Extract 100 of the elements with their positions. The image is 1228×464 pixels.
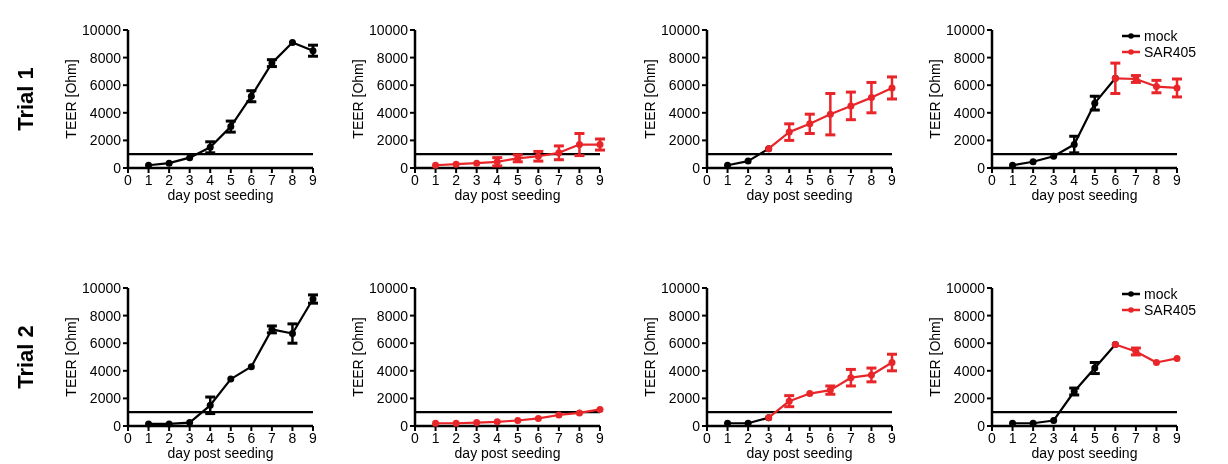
y-axis-title: TEER [Ohm] (642, 59, 658, 139)
y-axis-title: TEER [Ohm] (63, 317, 79, 397)
x-tick-label: 1 (723, 172, 732, 188)
y-axis-title: TEER [Ohm] (927, 59, 943, 139)
y-tick-label: 8000 (953, 49, 986, 66)
x-axis-title: day post seeding (167, 445, 274, 461)
y-tick-label: 6000 (89, 77, 122, 94)
x-tick-label: 9 (309, 430, 318, 446)
x-axis-title: day post seeding (1031, 445, 1138, 461)
y-tick-label: 0 (977, 159, 986, 176)
y-tick-label: 4000 (668, 362, 701, 379)
x-axis-title: day post seeding (167, 187, 274, 203)
x-tick-label: 6 (247, 430, 256, 446)
x-axis-title: day post seeding (454, 445, 561, 461)
y-axis-title: TEER [Ohm] (63, 59, 79, 139)
x-tick-label: 5 (513, 430, 522, 446)
y-tick-label: 8000 (89, 307, 122, 324)
x-tick-label: 9 (596, 172, 605, 188)
x-tick-label: 7 (846, 172, 855, 188)
x-tick-label: 7 (267, 430, 276, 446)
y-tick-label: 6000 (376, 335, 409, 352)
y-axis-title: TEER [Ohm] (927, 317, 943, 397)
x-tick-label: 3 (472, 172, 481, 188)
y-tick-label: 6000 (953, 77, 986, 94)
x-tick-label: 6 (534, 172, 543, 188)
x-tick-label: 4 (785, 172, 794, 188)
x-tick-label: 0 (411, 172, 420, 188)
x-tick-label: 7 (554, 172, 563, 188)
x-tick-label: 6 (534, 430, 543, 446)
y-tick-label: 0 (113, 417, 122, 434)
y-tick-label: 6000 (376, 77, 409, 94)
x-tick-label: 3 (185, 172, 194, 188)
x-tick-label: 6 (1111, 430, 1120, 446)
y-tick-label: 2000 (668, 132, 701, 149)
y-axis-title: TEER [Ohm] (350, 317, 366, 397)
y-tick-label: 10000 (82, 279, 122, 296)
y-tick-label: 10000 (661, 279, 701, 296)
y-tick-label: 10000 (946, 21, 986, 38)
y-tick-label: 4000 (89, 104, 122, 121)
x-tick-label: 1 (431, 430, 440, 446)
y-tick-label: 0 (977, 417, 986, 434)
y-axis-title: TEER [Ohm] (642, 317, 658, 397)
x-tick-label: 6 (826, 430, 835, 446)
y-tick-label: 10000 (82, 21, 122, 38)
y-tick-label: 4000 (89, 362, 122, 379)
y-tick-label: 0 (113, 159, 122, 176)
x-tick-label: 5 (1090, 430, 1099, 446)
y-tick-label: 6000 (953, 335, 986, 352)
x-tick-label: 1 (723, 430, 732, 446)
y-tick-label: 10000 (369, 21, 409, 38)
x-tick-label: 7 (1131, 172, 1140, 188)
y-tick-label: 4000 (376, 362, 409, 379)
x-tick-label: 8 (867, 430, 876, 446)
x-tick-label: 2 (1029, 172, 1038, 188)
x-tick-label: 6 (826, 172, 835, 188)
text: Trial 1 (13, 67, 38, 131)
x-tick-label: 5 (805, 172, 814, 188)
x-tick-label: 0 (124, 172, 133, 188)
x-tick-label: 1 (144, 172, 153, 188)
y-tick-label: 4000 (668, 104, 701, 121)
x-tick-label: 4 (493, 172, 502, 188)
y-tick-label: 8000 (953, 307, 986, 324)
x-tick-label: 2 (744, 172, 753, 188)
x-tick-label: 9 (888, 172, 897, 188)
x-tick-label: 0 (988, 172, 997, 188)
x-tick-label: 2 (1029, 430, 1038, 446)
x-tick-label: 2 (165, 172, 174, 188)
x-tick-label: 6 (247, 172, 256, 188)
x-tick-label: 8 (288, 430, 297, 446)
y-tick-label: 8000 (376, 307, 409, 324)
y-axis-title: TEER [Ohm] (350, 59, 366, 139)
y-tick-label: 8000 (376, 49, 409, 66)
x-tick-label: 0 (703, 172, 712, 188)
x-tick-label: 7 (267, 172, 276, 188)
x-tick-label: 7 (554, 430, 563, 446)
x-tick-label: 4 (785, 430, 794, 446)
x-tick-label: 4 (493, 430, 502, 446)
x-tick-label: 2 (452, 430, 461, 446)
x-axis-title: day post seeding (746, 187, 853, 203)
x-tick-label: 4 (1070, 172, 1079, 188)
y-tick-label: 0 (692, 159, 701, 176)
y-tick-label: 10000 (661, 21, 701, 38)
x-tick-label: 8 (575, 172, 584, 188)
x-tick-label: 2 (452, 172, 461, 188)
x-tick-label: 5 (226, 430, 235, 446)
x-tick-label: 3 (1049, 172, 1058, 188)
x-tick-label: 0 (124, 430, 133, 446)
x-axis-title: day post seeding (454, 187, 561, 203)
x-tick-label: 9 (1173, 430, 1182, 446)
y-tick-label: 2000 (668, 390, 701, 407)
x-tick-label: 8 (1152, 172, 1161, 188)
y-tick-label: 2000 (376, 132, 409, 149)
x-tick-label: 3 (185, 430, 194, 446)
x-tick-label: 8 (1152, 430, 1161, 446)
x-tick-label: 0 (703, 430, 712, 446)
y-tick-label: 8000 (668, 307, 701, 324)
y-tick-label: 2000 (89, 390, 122, 407)
y-tick-label: 8000 (668, 49, 701, 66)
x-tick-label: 1 (431, 172, 440, 188)
x-tick-label: 9 (309, 172, 318, 188)
